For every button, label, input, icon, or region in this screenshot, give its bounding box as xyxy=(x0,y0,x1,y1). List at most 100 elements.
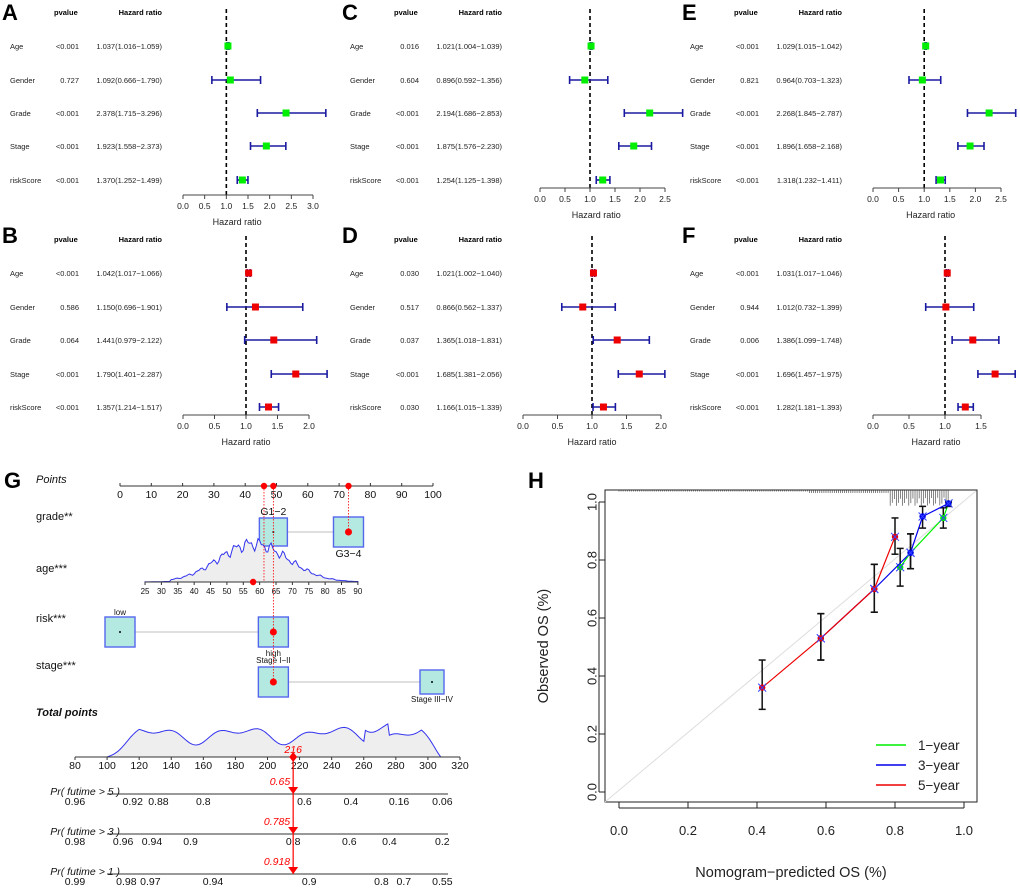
x-tick-label: 0.8 xyxy=(886,823,904,838)
x-axis-title: Hazard ratio xyxy=(221,437,270,447)
panel-label-g: G xyxy=(4,468,21,493)
row-label: Age xyxy=(350,42,363,51)
total-points-tick-label: 100 xyxy=(98,760,116,772)
x-tick-label: 1.5 xyxy=(242,201,254,211)
row-hazard-ratio-text: 1.365(1.018−1.831) xyxy=(436,336,502,345)
x-tick-label: 0.5 xyxy=(893,194,905,204)
row-hazard-ratio-text: 1.685(1.381−2.056) xyxy=(436,370,502,379)
x-tick-label: 1.5 xyxy=(609,194,621,204)
data-point-cross xyxy=(816,633,826,643)
probability-axis-label: Pr( futime > 5 ) xyxy=(50,786,120,798)
forest-plot-c: pvalue Hazard ratio Age 0.016 1.021(1.004−1.… xyxy=(350,8,684,220)
row-label: riskScore xyxy=(10,176,41,185)
total-points-tick-label: 280 xyxy=(387,760,405,772)
column-header-hazard-ratio: Hazard ratio xyxy=(799,235,843,244)
row-label: Stage xyxy=(10,370,30,379)
row-pvalue: <0.001 xyxy=(736,370,759,379)
row-label: Grade xyxy=(10,109,31,118)
panel-label-d: D xyxy=(342,223,358,248)
y-tick-label: 0.2 xyxy=(585,725,600,743)
x-tick-label: 1.0 xyxy=(918,194,930,204)
row-pvalue: <0.001 xyxy=(736,176,759,185)
forest-plot-d: pvalue Hazard ratio Age 0.030 1.021(1.002−1.… xyxy=(350,235,667,447)
total-points-density xyxy=(106,723,442,758)
data-point-cross xyxy=(895,562,905,572)
probability-tick-label: 0.98 xyxy=(65,836,86,848)
row-hazard-ratio-text: 0.964(0.703−1.323) xyxy=(776,76,842,85)
row-label: Stage xyxy=(350,370,370,379)
probability-axis-label: Pr( futime > 3 ) xyxy=(50,826,120,838)
x-tick-label: 0.5 xyxy=(903,421,915,431)
total-points-tick-label: 300 xyxy=(419,760,437,772)
x-tick-label: 3.0 xyxy=(307,201,319,211)
probability-tick-label: 0.4 xyxy=(382,836,397,848)
x-tick-label: 2.0 xyxy=(969,194,981,204)
row-label: Gender xyxy=(10,303,36,312)
age-tick-label: 30 xyxy=(157,587,166,596)
probability-tick-label: 0.99 xyxy=(65,876,86,888)
age-tick-label: 35 xyxy=(173,587,182,596)
risk-level-label: low xyxy=(114,608,126,617)
row-pvalue: 0.604 xyxy=(400,76,419,85)
row-label: Gender xyxy=(690,76,716,85)
row-hazard-ratio-text: 1.021(1.004−1.039) xyxy=(436,42,502,51)
calibration-panel: 0.0 0.2 0.4 0.6 0.8 1.0 0.0 0.2 0.4 0.6 0.8 1.0 Nomo… xyxy=(536,489,978,881)
panel-label-e: E xyxy=(682,0,697,25)
forest-plot-f: pvalue Hazard ratio Age <0.001 1.031(1.017−1… xyxy=(690,235,1017,447)
row-label: Gender xyxy=(350,76,376,85)
legend-label: 5−year xyxy=(918,778,960,793)
row-label: Stage xyxy=(690,370,710,379)
hr-marker xyxy=(226,76,234,84)
row-pvalue: 0.037 xyxy=(400,336,419,345)
points-tick-label: 10 xyxy=(145,489,157,501)
points-tick-label: 90 xyxy=(396,489,408,501)
grade-selected-dot xyxy=(344,528,352,536)
hr-marker xyxy=(630,142,638,150)
column-header-pvalue: pvalue xyxy=(54,8,78,17)
total-points-tick-label: 320 xyxy=(451,760,469,772)
series-line xyxy=(761,536,896,689)
total-points-tick-label: 260 xyxy=(355,760,373,772)
points-tick-label: 0 xyxy=(117,489,123,501)
age-tick-label: 80 xyxy=(321,587,330,596)
row-label: Grade xyxy=(350,109,371,118)
total-points-value: 216 xyxy=(283,744,302,756)
column-header-hazard-ratio: Hazard ratio xyxy=(459,8,503,17)
x-tick-label: 0.5 xyxy=(552,421,564,431)
row-hazard-ratio-text: 2.194(1.686−2.853) xyxy=(436,109,502,118)
age-tick-label: 85 xyxy=(337,587,346,596)
total-points-label: Total points xyxy=(36,707,98,719)
row-hazard-ratio-text: 1.923(1.558−2.373) xyxy=(96,142,162,151)
column-header-pvalue: pvalue xyxy=(394,8,418,17)
row-label: Stage xyxy=(350,142,370,151)
hr-marker xyxy=(238,176,246,184)
row-label: Grade xyxy=(690,336,711,345)
x-tick-label: 1.0 xyxy=(220,201,232,211)
forest-plots: pvalue Hazard ratio Age <0.001 1.037(1.016−1… xyxy=(10,8,1017,447)
total-points-tick-label: 120 xyxy=(130,760,148,772)
y-tick-label: 0.0 xyxy=(585,783,600,801)
total-points-tick-label: 240 xyxy=(323,760,341,772)
probability-tick-label: 0.55 xyxy=(432,876,453,888)
row-pvalue: <0.001 xyxy=(56,269,79,278)
row-label: Age xyxy=(690,42,703,51)
probability-tick-label: 0.98 xyxy=(116,876,137,888)
variable-label-age: age*** xyxy=(36,563,68,575)
row-label: riskScore xyxy=(690,403,721,412)
age-tick-label: 25 xyxy=(141,587,150,596)
x-axis-title: Hazard ratio xyxy=(911,437,960,447)
points-tick-label: 30 xyxy=(208,489,220,501)
row-hazard-ratio-text: 1.896(1.658−2.168) xyxy=(776,142,842,151)
points-selected-dot xyxy=(270,482,277,490)
panel-label-f: F xyxy=(682,223,695,248)
total-points-tick-label: 180 xyxy=(227,760,245,772)
probability-selected-marker xyxy=(288,787,299,794)
total-points-tick-label: 80 xyxy=(69,760,81,772)
row-hazard-ratio-text: 2.268(1.845−2.787) xyxy=(776,109,842,118)
probability-tick-label: 0.8 xyxy=(196,796,211,808)
x-axis-title: Hazard ratio xyxy=(213,217,262,227)
x-tick-label: 2.5 xyxy=(995,194,1007,204)
risk-level-label: high xyxy=(266,649,281,658)
row-hazard-ratio-text: 1.021(1.002−1.040) xyxy=(436,269,502,278)
stage-dot-iii-iv xyxy=(431,681,433,683)
